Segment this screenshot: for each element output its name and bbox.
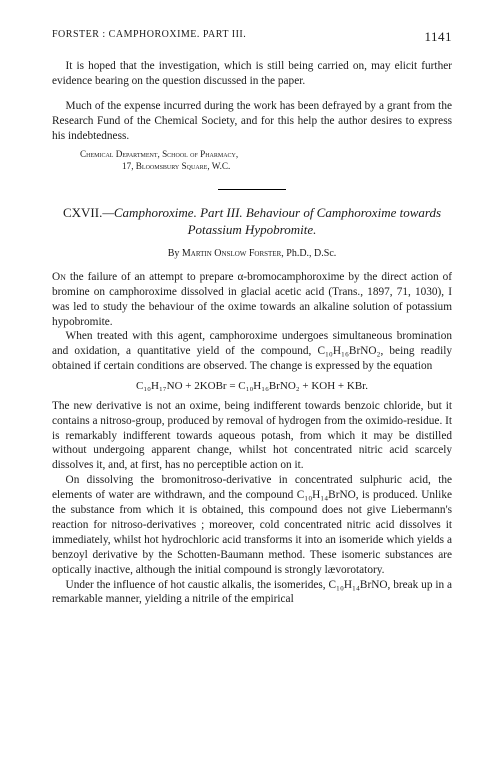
running-head-left: FORSTER : CAMPHOROXIME. PART III.	[52, 28, 246, 41]
article-title: CXVII.—Camphoroxime. Part III. Behaviour…	[62, 204, 442, 239]
paragraph-gap	[52, 89, 452, 99]
running-head: FORSTER : CAMPHOROXIME. PART III. 1141	[52, 28, 452, 45]
author-degrees: , Ph.D., D.Sc.	[281, 248, 336, 259]
affiliation-line-2: 17, Bloomsbury Square, W.C.	[122, 161, 230, 171]
article-paragraph-2: When treated with this agent, camphoroxi…	[52, 329, 452, 374]
section-rule	[218, 189, 286, 190]
article-paragraph-3: The new derivative is not an oxime, bein…	[52, 399, 452, 474]
affiliation: Chemical Department, School of Pharmacy,…	[80, 148, 452, 173]
article-paragraph-4: On dissolving the bromonitroso-derivativ…	[52, 473, 452, 577]
page-number: 1141	[424, 29, 452, 44]
title-text: —Camphoroxime. Part III. Behaviour of Ca…	[102, 205, 441, 238]
author-by: By	[168, 248, 182, 259]
paragraph-1-rest: the failure of an attempt to prepare α-b…	[52, 271, 452, 328]
article-paragraph-1: On the failure of an attempt to prepare …	[52, 270, 452, 330]
author-line: By Martin Onslow Forster, Ph.D., D.Sc.	[52, 247, 452, 260]
dropcap-word: On	[52, 271, 66, 283]
title-numeral: CXVII.	[63, 205, 102, 220]
author-name: Martin Onslow Forster	[182, 248, 281, 259]
affiliation-line-1: Chemical Department, School of Pharmacy,	[80, 149, 238, 159]
prev-paragraph-2: Much of the expense incurred during the …	[52, 99, 452, 144]
page: FORSTER : CAMPHOROXIME. PART III. 1141 I…	[0, 0, 500, 627]
equation: C₁₀H₁₇NO + 2KOBr = C₁₀H₁₆BrNO₂ + KOH + K…	[52, 379, 452, 394]
prev-paragraph-1: It is hoped that the investigation, whic…	[52, 59, 452, 89]
article-paragraph-5: Under the influence of hot caustic alkal…	[52, 578, 452, 608]
